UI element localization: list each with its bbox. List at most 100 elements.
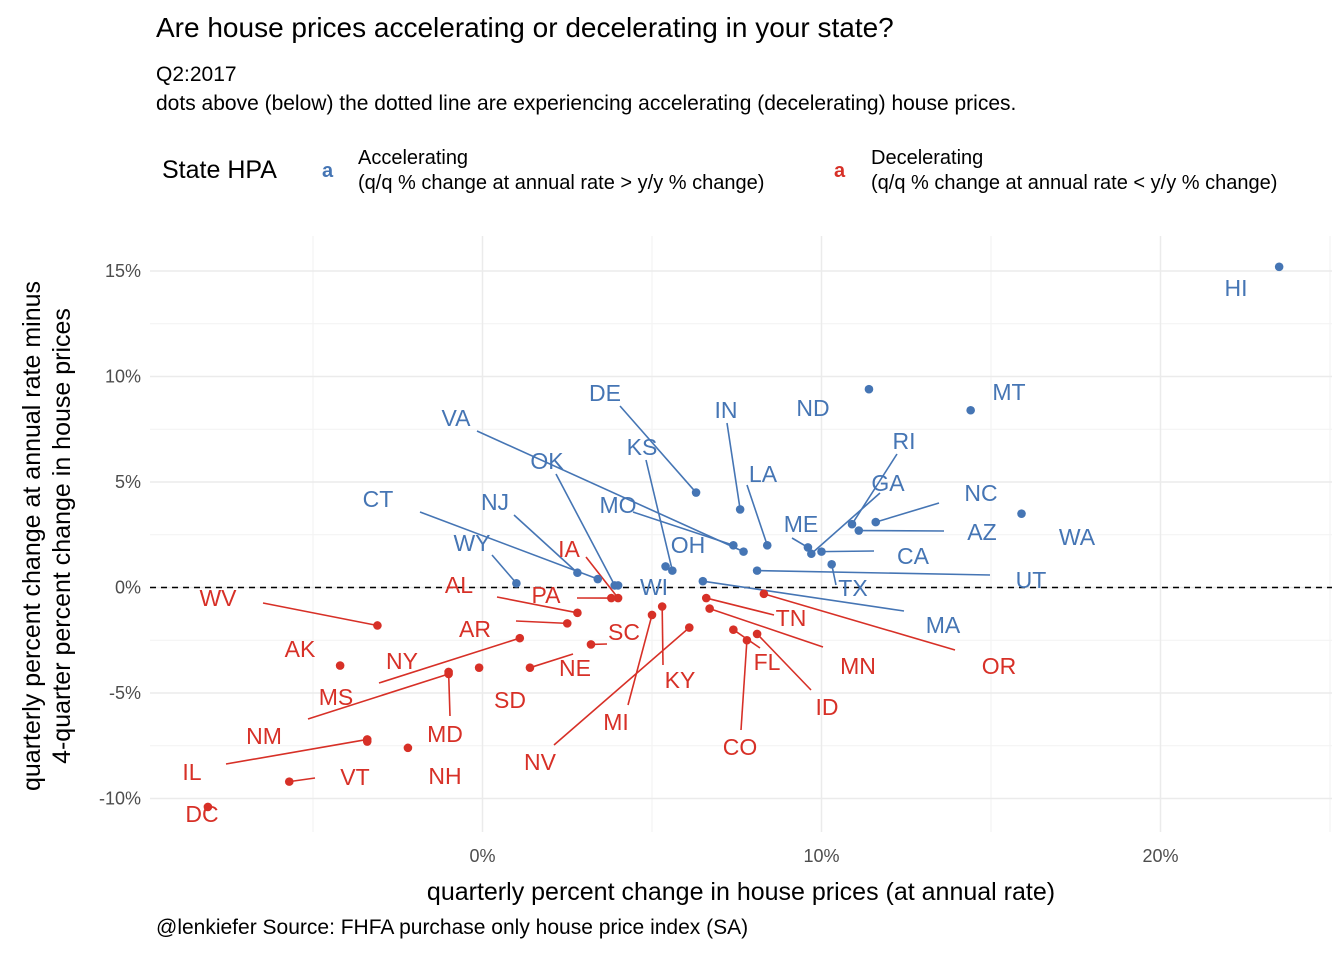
connector-ri <box>851 453 898 525</box>
connector-ne <box>529 653 574 669</box>
point-ak <box>335 661 345 670</box>
point-ks <box>668 566 677 575</box>
legend-item-decelerating-name: Decelerating <box>871 147 984 169</box>
point-tx <box>827 559 836 569</box>
label-co: CO <box>723 734 758 760</box>
point-mi <box>647 610 657 620</box>
y-tick-label: 5% <box>115 472 141 492</box>
legend-item-accelerating-name: Accelerating <box>358 147 469 169</box>
legend-key-decelerating: a <box>834 160 846 182</box>
point-nh <box>403 743 413 753</box>
label-ak: AK <box>285 636 316 662</box>
label-va: VA <box>442 405 472 431</box>
connector-nj <box>513 514 578 574</box>
label-wy: WY <box>453 530 490 556</box>
label-wa: WA <box>1059 524 1096 550</box>
label-az: AZ <box>967 519 996 545</box>
connector-ut <box>757 569 991 576</box>
label-nh: NH <box>428 763 461 789</box>
label-ia: IA <box>558 536 580 562</box>
point-ia <box>613 593 623 603</box>
label-connectors <box>225 405 991 783</box>
connector-ct <box>419 511 599 580</box>
point-wi <box>613 581 623 590</box>
connector-la <box>746 484 769 546</box>
label-ks: KS <box>627 434 658 460</box>
point-md <box>444 667 453 677</box>
label-ri: RI <box>893 428 916 454</box>
connector-ok <box>555 473 616 586</box>
point-ky <box>657 602 667 611</box>
label-wi: WI <box>640 574 668 600</box>
point-vt <box>284 777 294 786</box>
point-nv <box>684 623 694 632</box>
legend-item-accelerating-desc: (q/q % change at annual rate > y/y % cha… <box>358 172 765 194</box>
connector-de <box>619 405 697 494</box>
caption: @lenkiefer Source: FHFA purchase only ho… <box>156 916 749 939</box>
label-ar: AR <box>459 616 491 642</box>
connector-wy <box>491 554 518 584</box>
connector-nm <box>225 738 368 765</box>
x-tick-label: 10% <box>803 846 839 866</box>
point-ut <box>752 566 762 575</box>
point-or <box>759 589 769 599</box>
label-pa: PA <box>532 582 562 608</box>
axis-ticks: 0% 10% 20% 15% 10% 5% 0% -5% -10% <box>99 261 1179 866</box>
connector-co <box>740 640 748 731</box>
x-tick-label: 20% <box>1142 846 1178 866</box>
point-ar <box>562 619 572 628</box>
point-wy <box>512 578 521 588</box>
point-nc <box>871 517 881 527</box>
point-ct <box>593 574 603 584</box>
point-co <box>742 635 752 645</box>
point-ne <box>525 663 535 672</box>
label-ny: NY <box>386 648 418 674</box>
connector-al <box>496 596 578 614</box>
label-hi: HI <box>1225 275 1248 301</box>
point-ri <box>847 519 857 529</box>
point-fl <box>729 625 738 634</box>
connector-ia <box>585 556 619 599</box>
point-pa <box>607 593 616 603</box>
point-az <box>854 526 864 535</box>
label-ms: MS <box>319 684 354 710</box>
label-ut: UT <box>1016 567 1047 593</box>
legend-item-accelerating: Accelerating (q/q % change at annual rat… <box>358 146 764 196</box>
point-la <box>762 541 772 550</box>
point-va <box>739 547 748 556</box>
label-mn: MN <box>840 653 876 679</box>
point-ma <box>698 576 708 586</box>
connector-ny <box>378 637 521 684</box>
label-me: ME <box>784 511 819 537</box>
legend-title: State HPA <box>162 156 277 184</box>
connector-ga <box>810 492 881 555</box>
label-nc: NC <box>964 480 997 506</box>
legend-item-decelerating-desc: (q/q % change at annual rate < y/y % cha… <box>871 172 1278 194</box>
x-tick-label: 0% <box>469 846 495 866</box>
label-sc: SC <box>608 619 640 645</box>
point-sc <box>586 640 596 649</box>
point-tn <box>701 593 711 603</box>
connector-ca <box>821 550 875 553</box>
label-de: DE <box>589 380 621 406</box>
connector-ar <box>515 620 568 625</box>
data-points <box>203 262 1284 812</box>
connector-ky <box>661 606 664 666</box>
label-tn: TN <box>776 605 807 631</box>
label-nv: NV <box>524 749 557 775</box>
connector-tn <box>706 597 775 616</box>
label-il: IL <box>182 759 201 785</box>
point-wa <box>1017 509 1026 518</box>
label-oh: OH <box>671 532 706 558</box>
connector-vt <box>289 777 316 783</box>
chart-subtitle-period: Q2:2017 <box>156 63 237 86</box>
legend-item-decelerating: Decelerating (q/q % change at annual rat… <box>871 146 1277 196</box>
label-id: ID <box>816 694 839 720</box>
label-ne: NE <box>559 655 591 681</box>
x-axis-title: quarterly percent change in house prices… <box>427 878 1055 906</box>
label-sd: SD <box>494 687 526 713</box>
point-nd <box>864 384 874 394</box>
point-mo <box>729 541 738 550</box>
